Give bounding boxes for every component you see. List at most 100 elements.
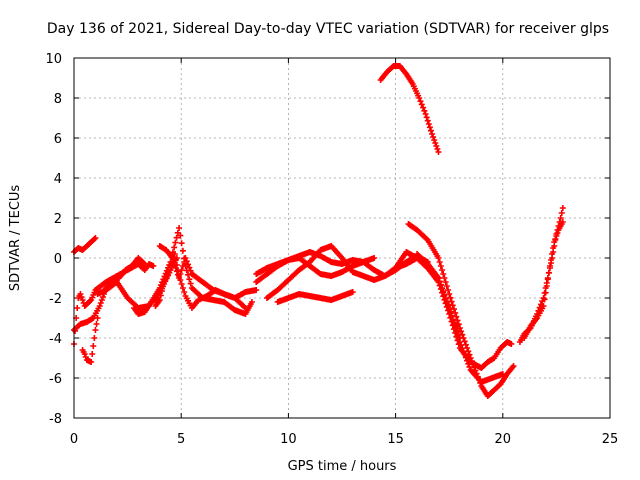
data-point bbox=[452, 309, 459, 316]
data-point bbox=[94, 315, 101, 321]
data-point bbox=[450, 306, 457, 313]
data-point bbox=[141, 261, 148, 267]
data-point bbox=[544, 276, 551, 283]
data-point bbox=[548, 257, 555, 263]
data-point bbox=[159, 283, 166, 290]
data-point bbox=[183, 258, 190, 265]
plot-frame bbox=[73, 57, 611, 419]
data-point bbox=[542, 289, 549, 296]
x-tick-label: 15 bbox=[387, 432, 404, 447]
data-point bbox=[99, 294, 106, 300]
y-tick-label: -8 bbox=[49, 412, 62, 427]
data-point bbox=[466, 363, 473, 370]
x-tick-label: 10 bbox=[280, 432, 297, 447]
data-point bbox=[458, 342, 465, 349]
data-point bbox=[543, 283, 550, 289]
data-point bbox=[510, 363, 517, 369]
data-point bbox=[425, 121, 432, 127]
data-point bbox=[437, 281, 444, 288]
data-series bbox=[152, 251, 260, 311]
data-point bbox=[176, 225, 183, 231]
data-point bbox=[449, 316, 456, 323]
data-point bbox=[557, 215, 564, 221]
data-point bbox=[456, 325, 463, 331]
data-point bbox=[554, 230, 561, 236]
data-point bbox=[187, 280, 194, 287]
y-axis-label: SDTVAR / TECUs bbox=[8, 185, 23, 292]
data-series bbox=[253, 255, 378, 279]
data-point bbox=[172, 239, 179, 246]
data-point bbox=[81, 351, 88, 357]
y-tick-label: 8 bbox=[54, 92, 62, 107]
grid bbox=[74, 58, 610, 418]
data-point bbox=[91, 236, 98, 242]
data-point bbox=[443, 283, 450, 289]
x-tick-label: 20 bbox=[495, 432, 512, 447]
x-axis-label: GPS time / hours bbox=[288, 459, 397, 474]
y-tick-label: 10 bbox=[45, 52, 62, 67]
data-point bbox=[559, 205, 566, 211]
data-point bbox=[440, 288, 447, 295]
data-point bbox=[186, 276, 193, 283]
data-point bbox=[552, 236, 559, 242]
data-point bbox=[77, 291, 84, 297]
data-point bbox=[508, 341, 515, 347]
data-point bbox=[551, 239, 558, 245]
data-point bbox=[179, 263, 186, 269]
y-tick-label: -6 bbox=[49, 372, 62, 387]
data-point bbox=[429, 131, 436, 137]
data-point bbox=[156, 297, 163, 303]
data-point bbox=[553, 233, 560, 239]
data-point bbox=[422, 111, 429, 117]
data-point bbox=[173, 234, 180, 241]
data-point bbox=[443, 298, 450, 305]
data-point bbox=[90, 343, 97, 349]
data-point bbox=[171, 261, 178, 268]
data-point bbox=[441, 291, 448, 298]
data-point bbox=[172, 265, 179, 271]
data-point bbox=[150, 263, 157, 269]
data-point bbox=[431, 137, 438, 143]
data-point bbox=[549, 251, 556, 257]
data-point bbox=[424, 117, 431, 124]
data-point bbox=[178, 267, 185, 273]
data-point bbox=[93, 321, 100, 327]
data-point bbox=[92, 235, 99, 241]
data-point bbox=[253, 287, 260, 293]
data-point bbox=[97, 300, 104, 306]
data-point bbox=[442, 279, 449, 285]
x-tick-label: 0 bbox=[70, 432, 78, 447]
data-point bbox=[450, 320, 457, 327]
data-point bbox=[559, 219, 566, 225]
y-tick-label: 2 bbox=[54, 212, 62, 227]
data-point bbox=[92, 327, 99, 333]
data-point bbox=[445, 287, 452, 293]
data-point bbox=[447, 308, 454, 315]
data-point bbox=[178, 281, 185, 287]
data-point bbox=[168, 263, 175, 269]
data-point bbox=[541, 296, 548, 303]
data-point bbox=[446, 305, 453, 311]
data-point bbox=[462, 354, 469, 361]
data-point bbox=[442, 295, 449, 301]
data-point bbox=[248, 299, 255, 305]
data-point bbox=[433, 143, 440, 149]
data-point bbox=[499, 371, 506, 377]
data-point bbox=[423, 235, 430, 242]
data-point bbox=[459, 345, 466, 352]
data-point bbox=[435, 275, 442, 281]
data-point bbox=[464, 357, 471, 364]
data-point bbox=[436, 278, 443, 285]
data-point bbox=[242, 305, 249, 311]
data-point bbox=[546, 263, 553, 269]
data-point bbox=[418, 101, 425, 108]
data-point bbox=[558, 210, 565, 216]
data-point bbox=[371, 255, 378, 261]
data-point bbox=[453, 313, 460, 320]
y-tick-label: 0 bbox=[54, 252, 62, 267]
data-point bbox=[91, 335, 98, 341]
data-point bbox=[465, 360, 472, 367]
data-point bbox=[439, 267, 446, 273]
data-point bbox=[434, 146, 441, 152]
data-point bbox=[171, 244, 178, 251]
